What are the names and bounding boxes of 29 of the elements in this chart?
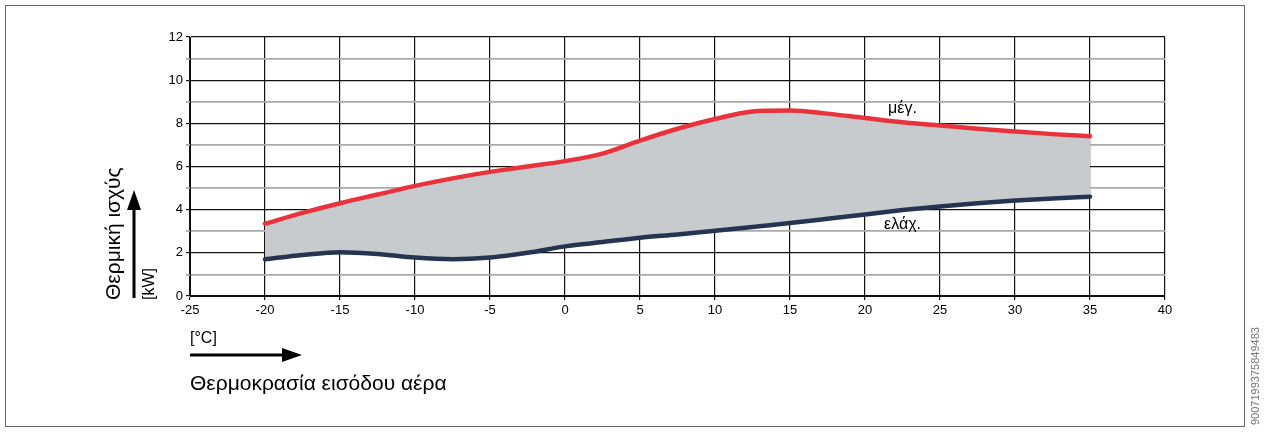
text: [°C] [190, 329, 217, 347]
x-tick-label: 20 [857, 302, 873, 318]
x-axis-title: Θερμοκρασία εισόδου αέρα [190, 370, 447, 394]
x-tick-label: 15 [782, 302, 798, 318]
x-tick-label: -20 [255, 302, 275, 318]
x-tick-label: 0 [561, 302, 569, 318]
x-tick-label: -10 [405, 302, 425, 318]
x-tick-label: -25 [180, 302, 200, 318]
y-axis-title: Θερμική ισχύς [100, 167, 124, 300]
x-tick-label: 5 [636, 302, 644, 318]
x-tick-label: -5 [484, 302, 496, 318]
y-tick-label: 10 [168, 71, 183, 87]
y-tick-label: 2 [175, 244, 183, 260]
line-series [262, 194, 1093, 262]
x-tick-label: -15 [330, 302, 350, 318]
y-tick-label: 8 [175, 114, 183, 130]
series-label: ελάχ. [884, 214, 921, 232]
x-tick-label: 35 [1082, 302, 1098, 318]
x-tick-label: 40 [1157, 302, 1173, 318]
series-label: μέγ. [888, 98, 917, 116]
y-tick-label: 12 [168, 28, 183, 44]
y-tick-label: 4 [175, 201, 183, 217]
y-tick-label: 0 [175, 287, 183, 303]
x-tick-label: 10 [707, 302, 723, 318]
x-tick-label: 25 [932, 302, 948, 318]
text: [kW] [140, 268, 158, 300]
y-tick-label: 6 [175, 158, 183, 174]
x-tick-label: 30 [1007, 302, 1023, 318]
text: 9007199375849483 [1249, 327, 1262, 425]
